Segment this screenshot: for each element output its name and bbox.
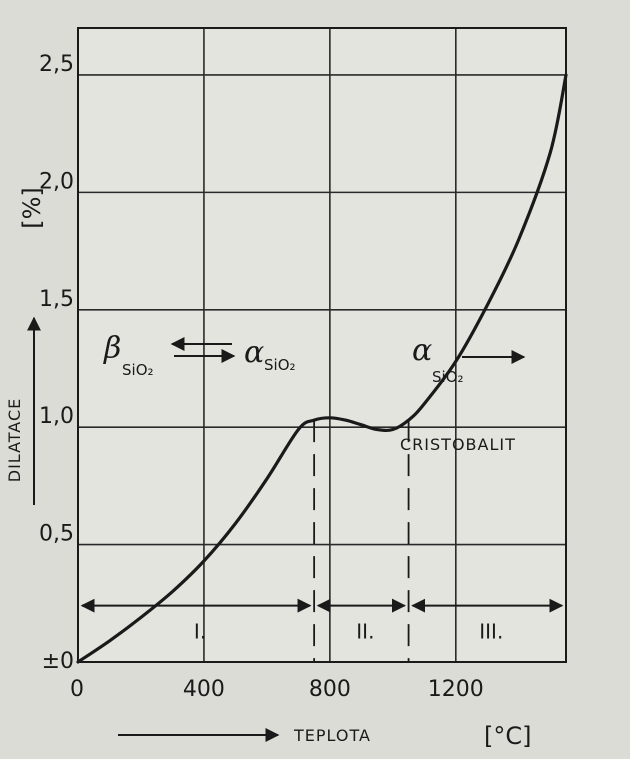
region-label: I. — [194, 620, 206, 644]
tick-labels: ±0 0,5 1,0 1,5 2,0 2,5 0 400 800 1200 — [39, 52, 484, 702]
region-arrows: I. II. III. — [80, 598, 564, 644]
beta-symbol: β — [103, 331, 121, 366]
alpha2-subscript: SiO₂ — [432, 368, 464, 386]
y-tick-label: ±0 — [42, 649, 74, 674]
y-tick-label: 2,5 — [39, 52, 74, 77]
y-axis-unit: [%] — [18, 187, 46, 229]
y-axis-title: DILATACE — [5, 398, 24, 483]
plot-frame — [77, 27, 567, 663]
y-axis-title-group: DILATACE [%] — [5, 187, 46, 505]
dashed-boundaries — [313, 420, 410, 662]
beta-subscript: SiO₂ — [122, 361, 154, 379]
x-axis-unit: [°C] — [484, 722, 531, 750]
y-tick-label: 0,5 — [39, 522, 74, 547]
cristobalit-label: CRISTOBALIT — [400, 435, 516, 454]
x-tick-label: 0 — [70, 677, 84, 702]
y-tick-label: 2,0 — [39, 169, 74, 194]
phase-annotations: β SiO₂ α SiO₂ α SiO₂ CRISTOBALIT — [103, 331, 526, 454]
x-axis-title: TEPLOTA — [293, 726, 371, 745]
region-label: III. — [479, 620, 503, 644]
plot-background — [78, 28, 566, 662]
x-tick-label: 800 — [309, 677, 351, 702]
x-tick-label: 1200 — [428, 677, 484, 702]
dilatation-curve — [76, 73, 568, 664]
y-tick-label: 1,5 — [39, 287, 74, 312]
alpha-symbol: α — [244, 335, 264, 370]
x-axis-title-group: TEPLOTA [°C] — [118, 722, 531, 750]
y-tick-label: 1,0 — [39, 404, 74, 429]
alpha2-symbol: α — [412, 333, 432, 368]
x-tick-label: 400 — [183, 677, 225, 702]
region-label: II. — [356, 620, 374, 644]
alpha-subscript: SiO₂ — [264, 356, 296, 374]
